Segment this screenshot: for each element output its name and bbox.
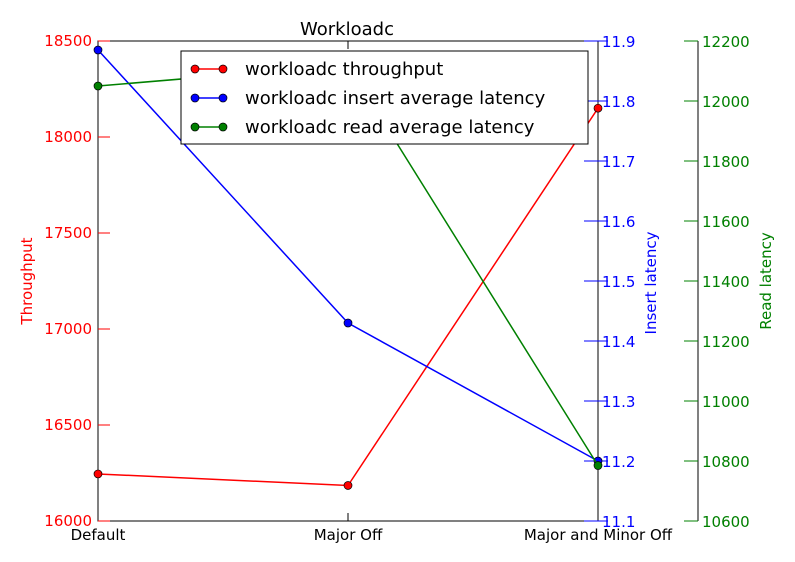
legend-marker: [218, 93, 228, 103]
insert-axis-tick-label: 11.4: [602, 333, 635, 351]
left-axis-tick-label: 18500: [44, 32, 92, 50]
read-axis-tick-label: 10600: [702, 513, 750, 531]
left-axis-tick-label: 16500: [44, 416, 92, 434]
insert-axis-tick-label: 11.9: [602, 33, 635, 51]
data-point-1: [343, 318, 353, 328]
read-axis-label: Read latency: [757, 232, 775, 330]
read-axis-tick-label: 12200: [702, 33, 750, 51]
plot-area: Default Major Off Major and Minor Off 16000…: [18, 32, 775, 544]
insert-axis-tick-label: 11.3: [602, 393, 635, 411]
data-point-2: [93, 81, 103, 91]
read-axis-tick-label: 10800: [702, 453, 750, 471]
insert-axis-tick-label: 11.2: [602, 453, 635, 471]
read-axis-tick-label: 11800: [702, 153, 750, 171]
chart-title: Workloadc: [300, 19, 394, 40]
legend: workloadc throughput workloadc insert ave…: [180, 50, 589, 145]
data-point-0: [593, 103, 603, 113]
legend-marker: [190, 93, 200, 103]
read-axis-tick-label: 11000: [702, 393, 750, 411]
insert-axis-tick-label: 11.5: [602, 273, 635, 291]
insert-axis-tick-label: 11.8: [602, 93, 635, 111]
legend-marker: [218, 64, 228, 74]
insert-axis-tick-label: 11.1: [602, 513, 635, 531]
legend-label: workloadc read average latency: [245, 117, 535, 138]
x-tick-label: Major and Minor Off: [524, 526, 673, 544]
insert-axis-tick-label: 11.7: [602, 153, 635, 171]
left-axis-tick-label: 17000: [44, 320, 92, 338]
read-axis-tick-label: 11200: [702, 333, 750, 351]
x-tick-label: Default: [71, 526, 126, 544]
read-axis-tick-label: 12000: [702, 93, 750, 111]
left-axis-tick-label: 18000: [44, 128, 92, 146]
read-axis-tick-label: 11400: [702, 273, 750, 291]
insert-axis-tick-label: 11.6: [602, 213, 635, 231]
legend-marker: [190, 64, 200, 74]
data-point-1: [93, 45, 103, 55]
data-point-2: [593, 461, 603, 470]
left-axis-label: Throughput: [18, 237, 36, 325]
read-axis-tick-label: 11600: [702, 213, 750, 231]
data-point-0: [343, 481, 353, 490]
legend-box: [180, 50, 589, 145]
legend-label: workloadc throughput: [245, 59, 443, 80]
left-axis-tick-label: 17500: [44, 224, 92, 242]
data-point-0: [93, 469, 103, 479]
x-tick-label: Major Off: [314, 526, 383, 544]
left-axis-tick-label: 16000: [44, 512, 92, 530]
legend-marker: [218, 122, 228, 132]
legend-marker: [190, 122, 200, 132]
insert-axis-label: Insert latency: [642, 231, 660, 334]
legend-label: workloadc insert average latency: [245, 88, 546, 109]
